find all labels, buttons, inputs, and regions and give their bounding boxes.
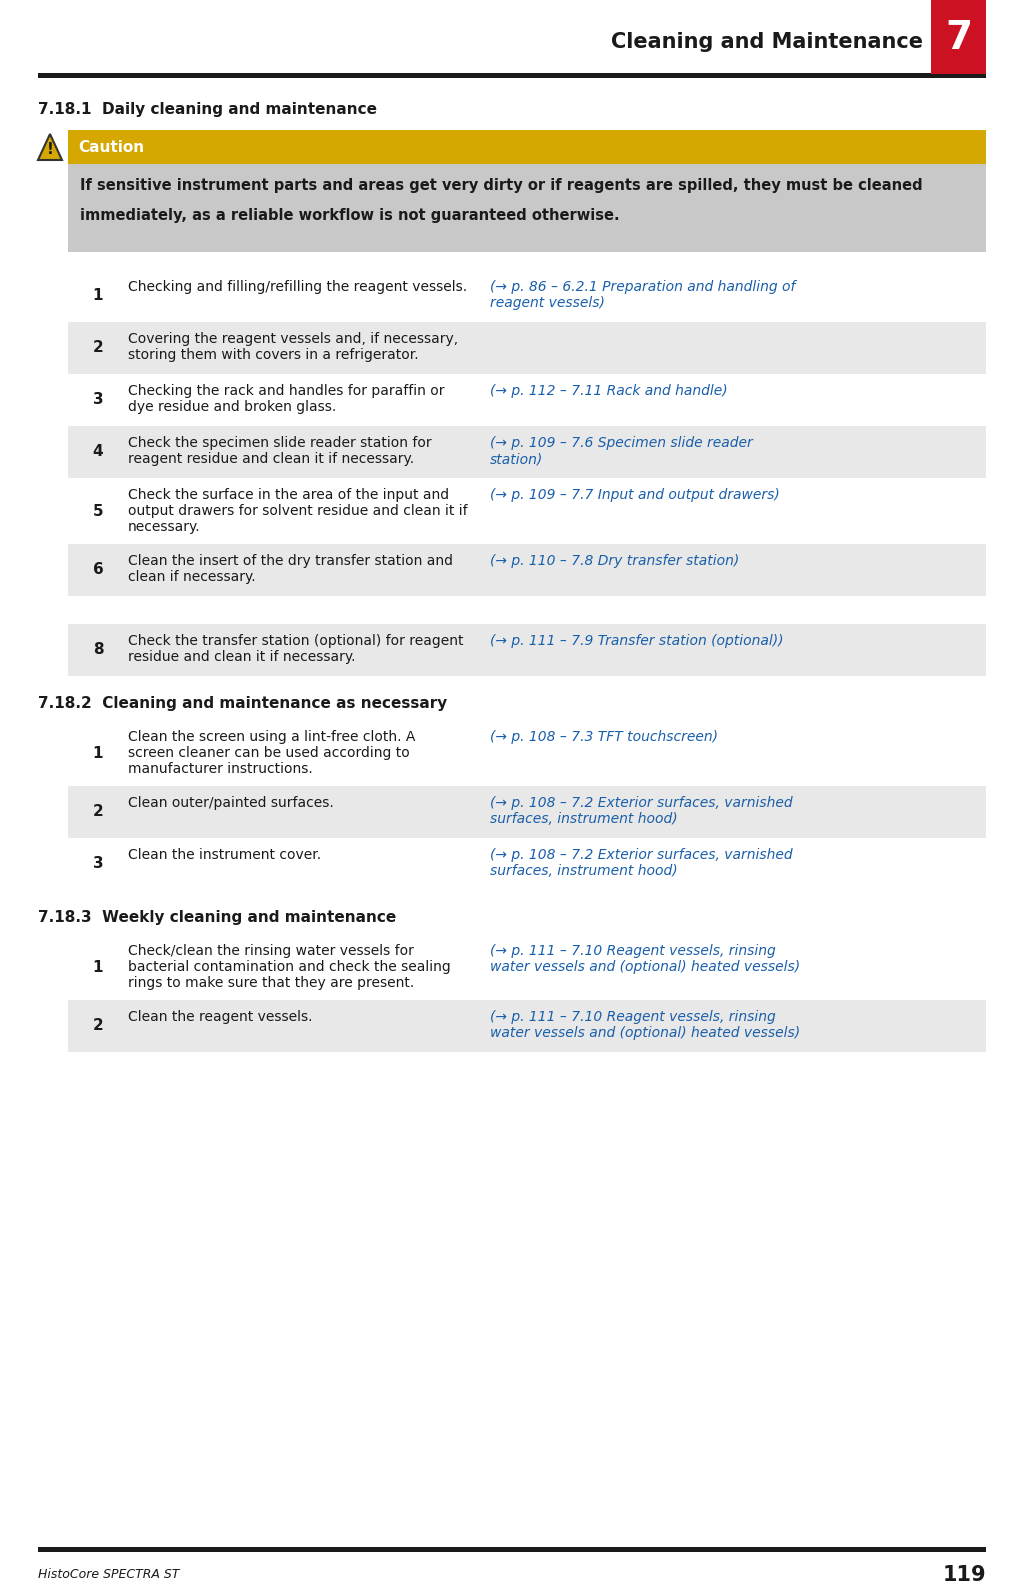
Bar [68, 719, 986, 786]
Bar [68, 935, 986, 1000]
Text: 119: 119 [942, 1565, 986, 1585]
Text: (→ p. 111 – 7.10 Reagent vessels, rinsing
water vessels and (optional) heated ve: (→ p. 111 – 7.10 Reagent vessels, rinsin… [490, 944, 800, 975]
Bar [38, 73, 986, 78]
Text: 7: 7 [945, 19, 972, 57]
Text: Check the transfer station (optional) for reagent
residue and clean it if necess: Check the transfer station (optional) fo… [128, 633, 463, 664]
Bar [68, 373, 986, 426]
Bar [68, 544, 986, 597]
Text: Clean the screen using a lint-free cloth. A
screen cleaner can be used according: Clean the screen using a lint-free cloth… [128, 731, 416, 777]
Text: (→ p. 111 – 7.10 Reagent vessels, rinsing
water vessels and (optional) heated ve: (→ p. 111 – 7.10 Reagent vessels, rinsin… [490, 1010, 800, 1040]
Text: Checking the rack and handles for paraffin or
dye residue and broken glass.: Checking the rack and handles for paraff… [128, 384, 445, 415]
Bar [68, 1000, 986, 1053]
Text: Covering the reagent vessels and, if necessary,
storing them with covers in a re: Covering the reagent vessels and, if nec… [128, 332, 458, 362]
Text: (→ p. 109 – 7.7 Input and output drawers): (→ p. 109 – 7.7 Input and output drawers… [490, 488, 779, 502]
Text: 3: 3 [93, 392, 103, 407]
Bar [68, 322, 986, 373]
Bar [68, 478, 986, 544]
Text: 7.18.3  Weekly cleaning and maintenance: 7.18.3 Weekly cleaning and maintenance [38, 911, 396, 925]
Text: Cleaning and Maintenance: Cleaning and Maintenance [611, 32, 923, 53]
Text: (→ p. 86 – 6.2.1 Preparation and handling of
reagent vessels): (→ p. 86 – 6.2.1 Preparation and handlin… [490, 281, 796, 309]
Text: Check the specimen slide reader station for
reagent residue and clean it if nece: Check the specimen slide reader station … [128, 435, 432, 466]
Text: Checking and filling/refilling the reagent vessels.: Checking and filling/refilling the reage… [128, 281, 467, 293]
Text: Check/clean the rinsing water vessels for
bacterial contamination and check the : Check/clean the rinsing water vessels fo… [128, 944, 451, 990]
Text: 2: 2 [93, 340, 103, 356]
Text: 8: 8 [93, 643, 103, 657]
Bar [931, 0, 986, 73]
Text: (→ p. 108 – 7.2 Exterior surfaces, varnished
surfaces, instrument hood): (→ p. 108 – 7.2 Exterior surfaces, varni… [490, 849, 793, 879]
Text: 5: 5 [93, 504, 103, 518]
Bar [68, 837, 986, 890]
Text: 1: 1 [93, 960, 103, 975]
Bar [68, 164, 986, 252]
Bar [68, 597, 986, 624]
Text: 3: 3 [93, 857, 103, 871]
Text: Clean the instrument cover.: Clean the instrument cover. [128, 849, 321, 861]
Text: (→ p. 109 – 7.6 Specimen slide reader
station): (→ p. 109 – 7.6 Specimen slide reader st… [490, 435, 753, 466]
Bar [68, 786, 986, 837]
Text: Clean outer/painted surfaces.: Clean outer/painted surfaces. [128, 796, 334, 810]
Text: 6: 6 [93, 563, 103, 577]
Text: (→ p. 110 – 7.8 Dry transfer station): (→ p. 110 – 7.8 Dry transfer station) [490, 553, 739, 568]
Text: Check the surface in the area of the input and
output drawers for solvent residu: Check the surface in the area of the inp… [128, 488, 468, 534]
Text: 7.18.2  Cleaning and maintenance as necessary: 7.18.2 Cleaning and maintenance as neces… [38, 695, 447, 711]
Text: (→ p. 112 – 7.11 Rack and handle): (→ p. 112 – 7.11 Rack and handle) [490, 384, 728, 399]
Bar [68, 624, 986, 676]
Bar [68, 270, 986, 322]
Text: 1: 1 [93, 289, 103, 303]
Bar [38, 1547, 986, 1552]
Bar [68, 426, 986, 478]
Text: 4: 4 [93, 445, 103, 459]
Text: Clean the reagent vessels.: Clean the reagent vessels. [128, 1010, 312, 1024]
Text: Clean the insert of the dry transfer station and
clean if necessary.: Clean the insert of the dry transfer sta… [128, 553, 453, 584]
Text: immediately, as a reliable workflow is not guaranteed otherwise.: immediately, as a reliable workflow is n… [80, 207, 620, 223]
Polygon shape [38, 134, 62, 160]
Bar [68, 131, 986, 164]
Text: HistoCore SPECTRA ST: HistoCore SPECTRA ST [38, 1568, 179, 1582]
Text: 1: 1 [93, 745, 103, 761]
Text: If sensitive instrument parts and areas get very dirty or if reagents are spille: If sensitive instrument parts and areas … [80, 179, 923, 193]
Text: 2: 2 [93, 1019, 103, 1034]
Text: (→ p. 111 – 7.9 Transfer station (optional)): (→ p. 111 – 7.9 Transfer station (option… [490, 633, 784, 648]
Text: Caution: Caution [78, 139, 145, 155]
Text: (→ p. 108 – 7.2 Exterior surfaces, varnished
surfaces, instrument hood): (→ p. 108 – 7.2 Exterior surfaces, varni… [490, 796, 793, 826]
Text: 7.18.1  Daily cleaning and maintenance: 7.18.1 Daily cleaning and maintenance [38, 102, 377, 116]
Text: !: ! [47, 142, 54, 156]
Text: (→ p. 108 – 7.3 TFT touchscreen): (→ p. 108 – 7.3 TFT touchscreen) [490, 731, 718, 743]
Text: 2: 2 [93, 804, 103, 820]
